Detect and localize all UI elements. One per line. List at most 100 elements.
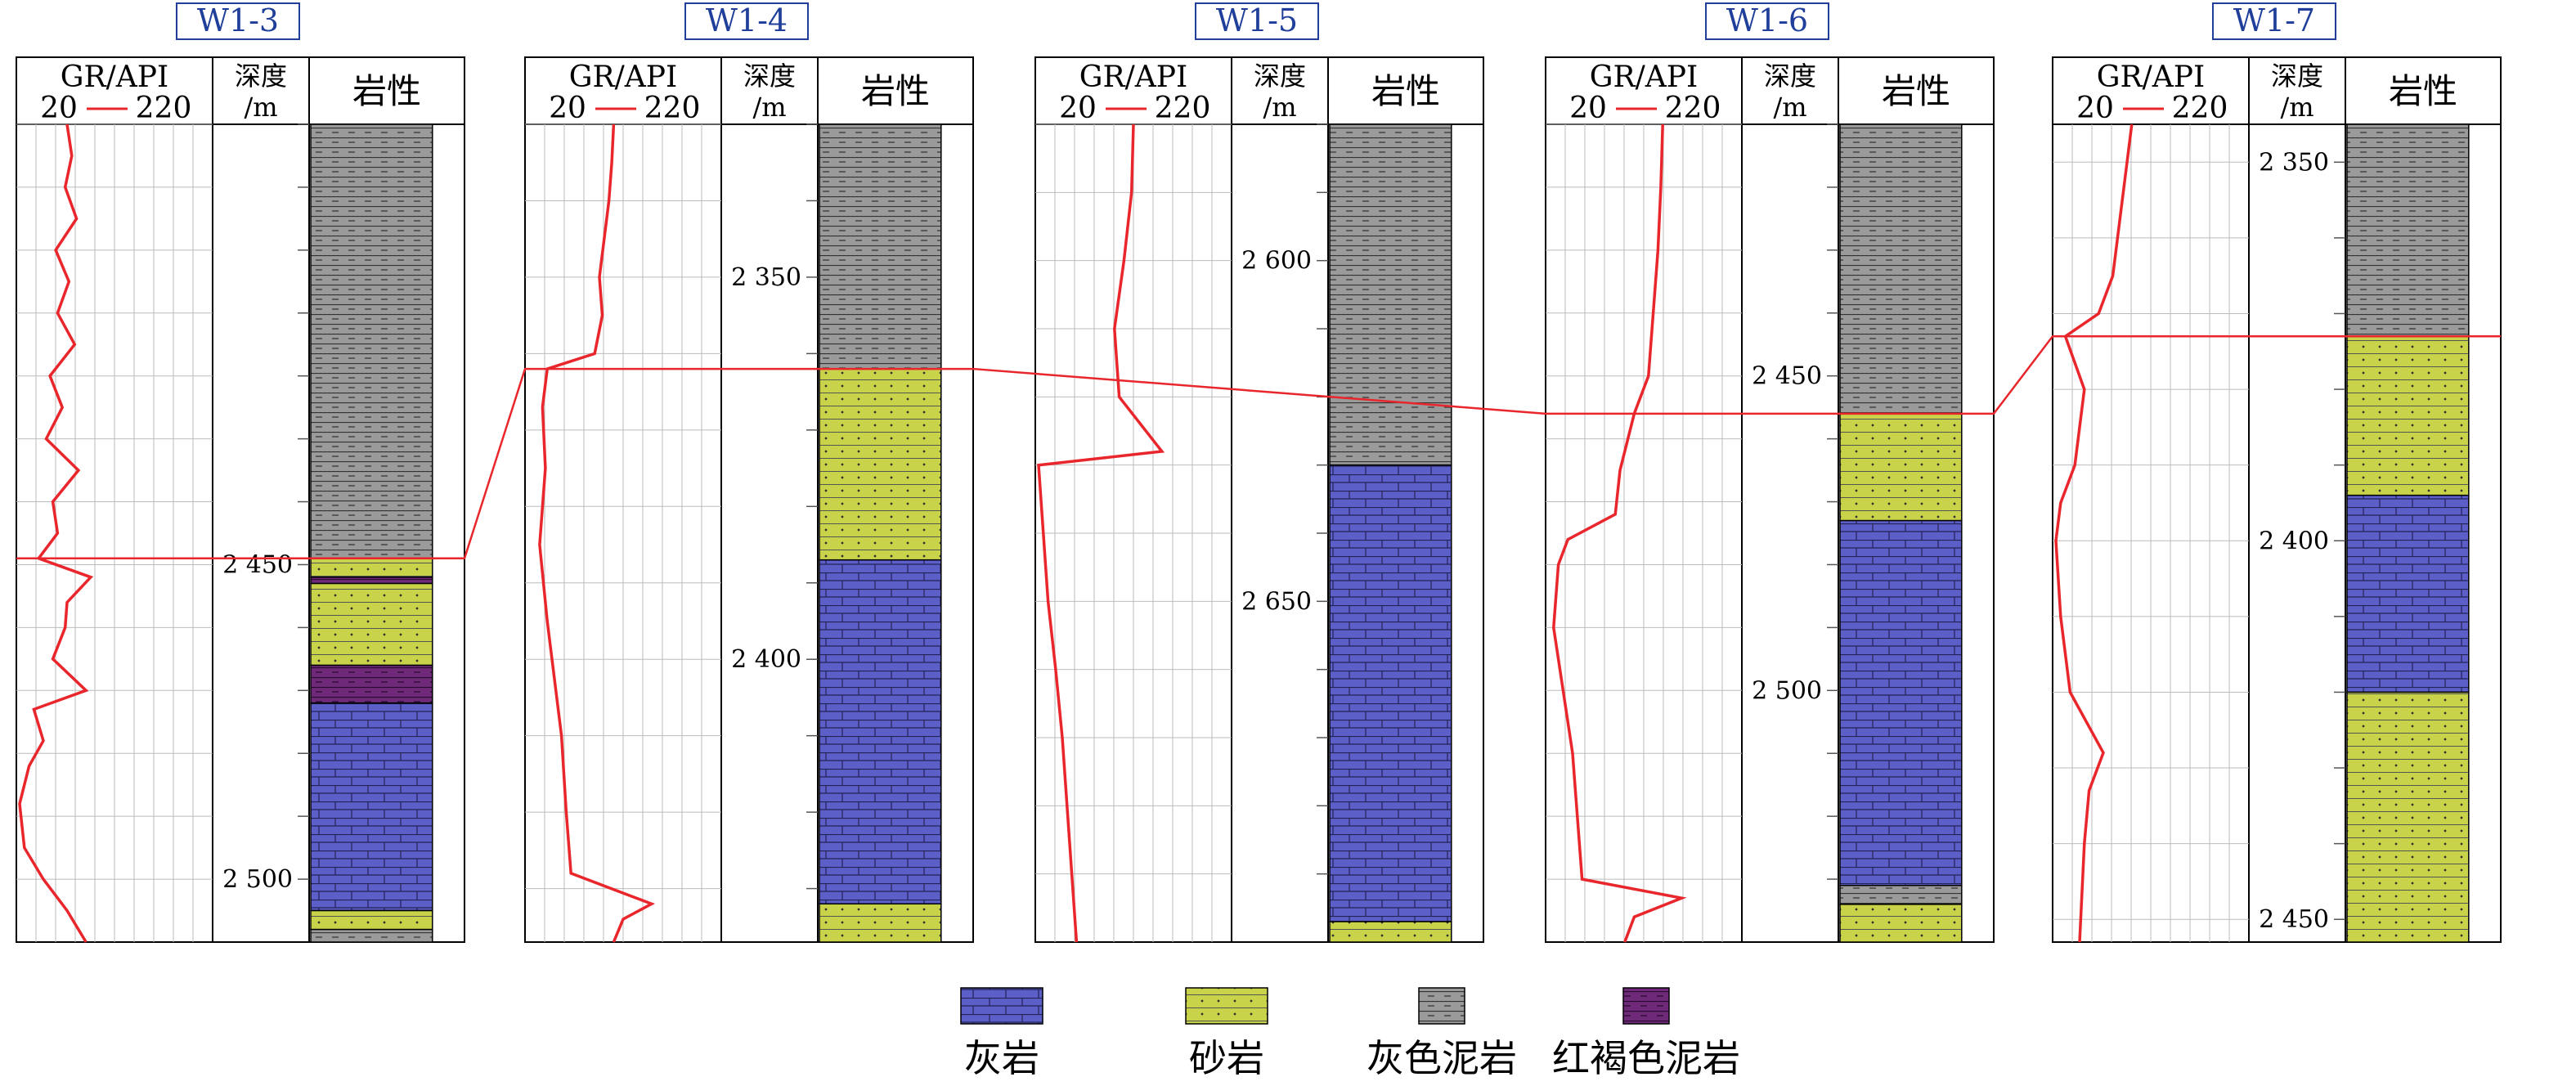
well-title-box [2212,2,2336,40]
lithology-header-label: 岩性 [2389,71,2457,111]
depth-header-unit: /m [752,92,786,123]
lithology-header-label: 岩性 [352,71,421,111]
depth-header-unit: /m [1263,92,1296,123]
gr-scale-min: 20 [1059,92,1097,125]
depth-tick-label: 2 600 [1241,247,1312,276]
lithology-block-limestone [1839,519,1963,886]
gr-curve [538,123,656,943]
legend-swatch [1185,987,1268,1025]
depth-tick-label: 2 500 [1752,676,1822,705]
depth-header-label: 深度 [1254,61,1306,92]
well-title: W1-3 [197,2,279,38]
well-title-box [1705,2,1829,40]
depth-header-label: 深度 [235,61,287,92]
well-title-box [1195,2,1319,40]
depth-tick-label: 2 350 [731,263,801,292]
track-header [524,56,974,125]
legend-item-limestone: 灰岩 [960,987,1043,1080]
depth-tick-label: 2 400 [2259,527,2329,555]
lithology-header-label: 岩性 [1882,71,1950,111]
legend-label: 灰色泥岩 [1367,1036,1517,1080]
lithology-block-sandstone [2346,691,2470,943]
gr-curve [2054,123,2134,943]
legend-item-sandstone: 砂岩 [1185,987,1268,1080]
track-header [2052,56,2502,125]
depth-header-unit: /m [244,92,277,123]
lithology-header-label: 岩性 [1371,71,1440,111]
depth-header-unit: /m [1773,92,1806,123]
lithology-block-grey_mudstone [1329,123,1452,466]
legend-swatch [1622,987,1670,1025]
legend-label: 红褐色泥岩 [1552,1036,1740,1080]
depth-tick-label: 2 650 [1241,587,1312,616]
track-frame [524,123,974,943]
gr-curve [1037,123,1165,943]
lithology-block-sandstone [819,903,942,943]
gr-header-label: GR/API [2097,61,2205,94]
lithology-block-sandstone [1839,904,1963,943]
lithology-block-sandstone [1329,921,1452,943]
gr-scale-min: 20 [1569,92,1607,125]
gr-header-label: GR/API [1079,61,1187,94]
depth-tick-label: 2 400 [731,645,801,674]
lithology-block-limestone [310,702,433,912]
depth-tick-label: 2 500 [222,865,293,894]
lithology-block-limestone [819,559,942,905]
gr-scale-min: 20 [40,92,78,125]
track-frame [16,123,465,943]
lithology-block-sandstone [819,368,942,561]
correlation-line [16,335,2501,560]
gr-scale-max: 220 [644,92,701,125]
well-title: W1-4 [706,2,788,38]
gr-scale-max: 220 [136,92,192,125]
depth-header-unit: /m [2280,92,2313,123]
depth-tick-label: 2 350 [2259,148,2329,177]
depth-header-label: 深度 [743,61,796,92]
gr-scale-max: 220 [1665,92,1721,125]
lithology-block-sandstone [1839,413,1963,522]
depth-tick-label: 2 450 [1752,362,1822,391]
legend-label: 砂岩 [1189,1036,1264,1080]
lithology-header-label: 岩性 [861,71,930,111]
lithology-block-grey_mudstone [2346,123,2470,338]
gr-header-label: GR/API [1590,61,1698,94]
lithology-block-red_brown_mudstone [310,664,433,704]
legend-item-red_brown_mudstone: 红褐色泥岩 [1552,987,1740,1080]
lithology-block-grey_mudstone [1839,123,1963,415]
well-title: W1-7 [2233,2,2315,38]
depth-header-label: 深度 [1764,61,1816,92]
gr-curve [18,123,94,943]
lithology-block-grey_mudstone [310,123,433,559]
track-frame [1545,123,1995,943]
lithology-block-sandstone [2346,335,2470,496]
legend-swatch [1418,987,1465,1025]
gr-scale-min: 20 [2076,92,2114,125]
gr-curve [1552,123,1687,943]
legend-item-grey_mudstone: 灰色泥岩 [1367,987,1517,1080]
well-title: W1-6 [1726,2,1808,38]
lithology-block-grey_mudstone [310,928,433,943]
legend-swatch [960,987,1043,1025]
track-header [1034,56,1484,125]
gr-header-label: GR/API [569,61,677,94]
track-frame [2052,123,2502,943]
depth-header-label: 深度 [2271,61,2323,92]
lithology-block-grey_mudstone [1839,885,1963,905]
lithology-block-red_brown_mudstone [310,577,433,585]
legend-label: 灰岩 [964,1036,1039,1080]
gr-scale-max: 220 [1155,92,1211,125]
lithology-block-limestone [1329,464,1452,922]
depth-tick-label: 2 450 [2259,905,2329,934]
gr-header-label: GR/API [61,61,168,94]
well-title-box [684,2,809,40]
well-title: W1-5 [1216,2,1298,38]
gr-scale-max: 220 [2172,92,2228,125]
lithology-block-grey_mudstone [819,123,942,370]
lithology-block-sandstone [310,582,433,666]
